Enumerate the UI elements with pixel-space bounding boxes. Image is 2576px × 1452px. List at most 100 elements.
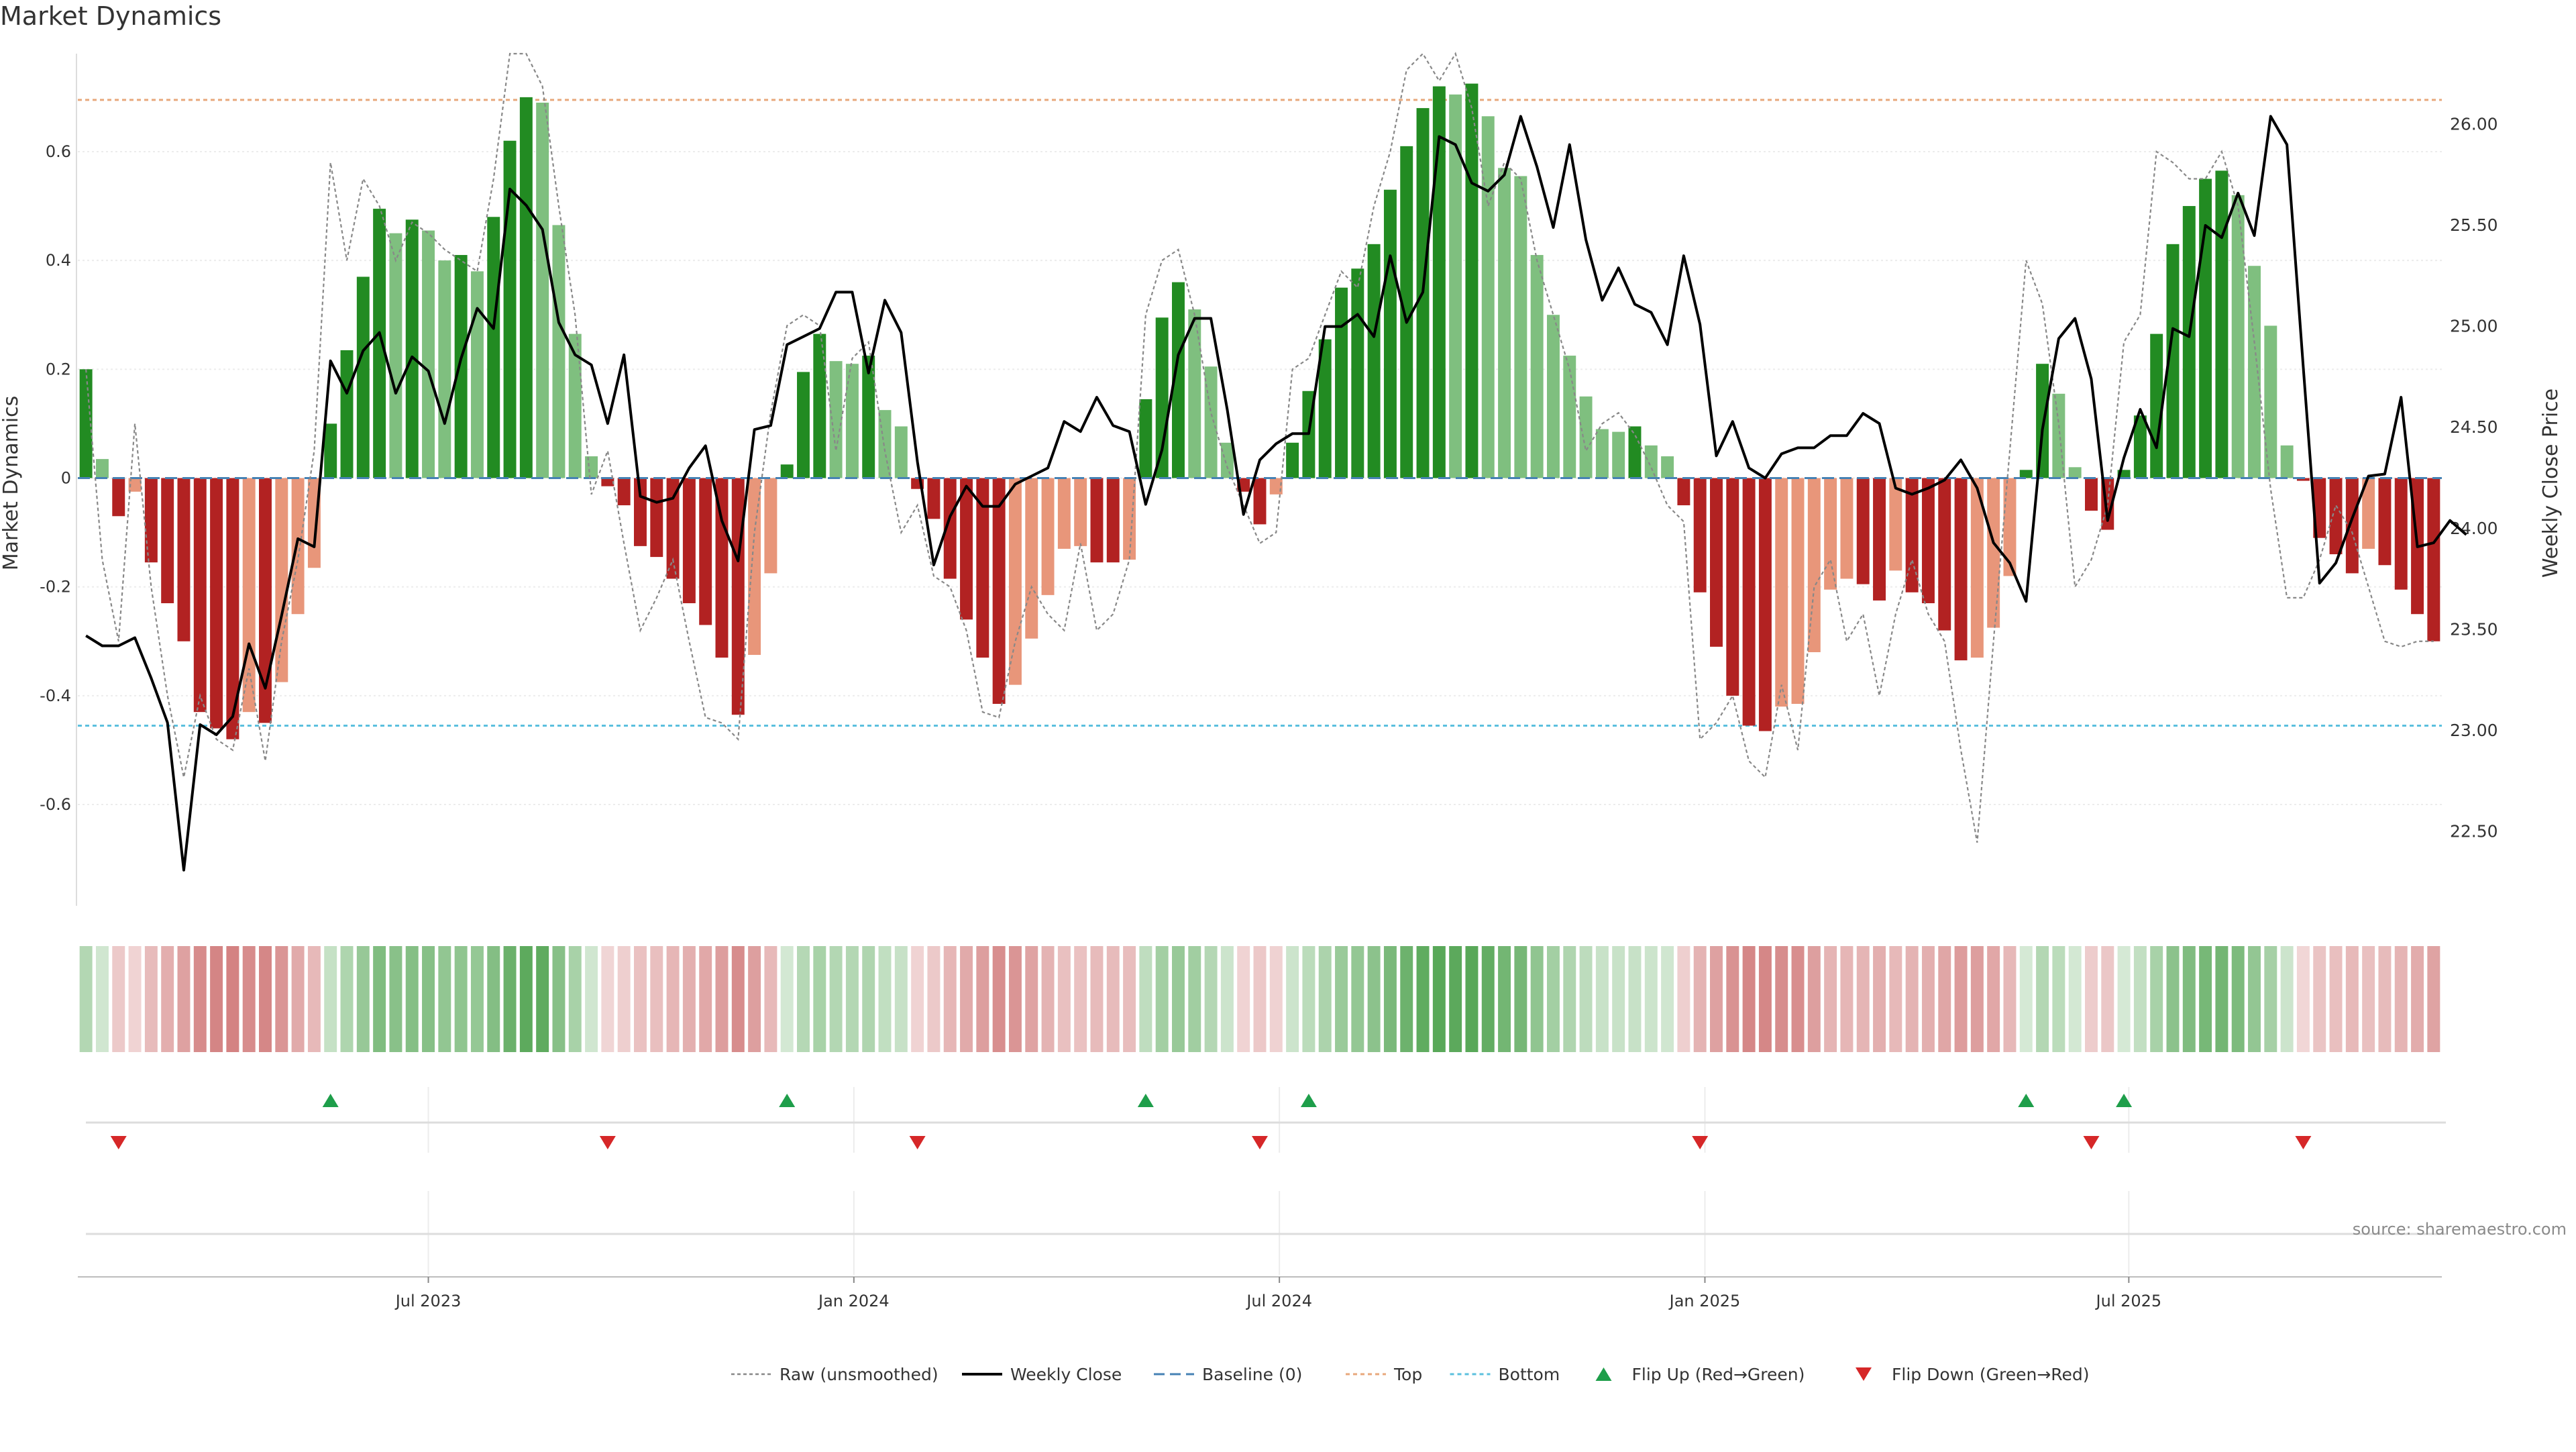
strip-cell: [1367, 946, 1381, 1052]
dynamics-bar: [960, 478, 973, 620]
dynamics-bar: [1253, 478, 1267, 525]
strip-cell: [1873, 946, 1886, 1052]
strip-cell: [1074, 946, 1087, 1052]
strip-cell: [2019, 946, 2033, 1052]
y-right-tick-label: 23.50: [2450, 619, 2498, 639]
strip-cell: [2394, 946, 2408, 1052]
dynamics-bar: [1351, 268, 1364, 478]
source-note: source: sharemaestro.com: [2352, 1220, 2567, 1239]
dynamics-bar: [324, 423, 337, 478]
dynamics-bar: [2166, 244, 2180, 478]
strip-cell: [911, 946, 924, 1052]
flip-up-marker: [2116, 1094, 2133, 1107]
dynamics-bar: [2052, 393, 2065, 478]
dynamics-bar: [1465, 83, 1479, 478]
strip-cell: [177, 946, 191, 1052]
strip-cell: [2313, 946, 2326, 1052]
dynamics-bar: [992, 478, 1006, 705]
strip-cell: [1465, 946, 1479, 1052]
strip-cell: [259, 946, 272, 1052]
strip-cell: [1123, 946, 1136, 1052]
strip-cell: [438, 946, 451, 1052]
strip-cell: [976, 946, 989, 1052]
strip-cell: [536, 946, 549, 1052]
dynamics-bar: [1726, 478, 1739, 696]
dynamics-bar: [2248, 266, 2261, 478]
dynamics-bar: [666, 478, 680, 579]
dynamics-bar: [1041, 478, 1055, 595]
strip-cell: [1335, 946, 1348, 1052]
strip-cell: [470, 946, 484, 1052]
strip-cell: [1921, 946, 1935, 1052]
dynamics-bar: [1481, 116, 1495, 478]
dynamics-bar: [2019, 470, 2033, 478]
strip-cell: [389, 946, 402, 1052]
strip-cell: [2215, 946, 2229, 1052]
dynamics-bar: [1057, 478, 1071, 549]
strip-cell: [1710, 946, 1723, 1052]
strip-cell: [79, 946, 93, 1052]
dynamics-bar: [1677, 478, 1690, 506]
strip-cell: [748, 946, 761, 1052]
dynamics-bar: [862, 356, 875, 478]
dynamics-bar: [1644, 445, 1658, 478]
dynamics-bar: [1693, 478, 1707, 592]
strip-cell: [2084, 946, 2098, 1052]
dynamics-bar: [1172, 282, 1185, 478]
dynamics-bar: [1807, 478, 1821, 652]
dynamics-bar: [373, 209, 386, 478]
flip-down-marker: [1692, 1136, 1709, 1149]
legend-swatch-flip-up: [1595, 1367, 1612, 1381]
strip-cell: [1807, 946, 1821, 1052]
strip-cell: [943, 946, 957, 1052]
strip-cell: [226, 946, 239, 1052]
strip-cell: [552, 946, 566, 1052]
dynamics-bar: [1710, 478, 1723, 647]
flip-down-marker: [2295, 1136, 2312, 1149]
dynamics-bar: [1400, 146, 1413, 478]
strip-cell: [1449, 946, 1462, 1052]
strip-cell: [193, 946, 207, 1052]
strip-cell: [829, 946, 843, 1052]
strip-cell: [405, 946, 419, 1052]
strip-cell: [1514, 946, 1527, 1052]
dynamics-bar: [95, 459, 109, 478]
strip-cell: [1106, 946, 1120, 1052]
dynamics-bar: [1432, 86, 1446, 478]
dynamics-bar: [699, 478, 712, 625]
strip-cell: [242, 946, 256, 1052]
x-tick-label: Jan 2025: [1668, 1292, 1741, 1310]
dynamics-bar: [1742, 478, 1756, 726]
dynamics-bar: [2036, 364, 2049, 478]
strip-cell: [1041, 946, 1055, 1052]
dynamics-bar: [780, 464, 794, 478]
strip-cell: [1938, 946, 1951, 1052]
strip-cell: [1742, 946, 1756, 1052]
strip-cell: [1351, 946, 1364, 1052]
dynamics-bar: [2199, 178, 2212, 478]
dynamics-bar: [2068, 467, 2082, 478]
strip-cell: [862, 946, 875, 1052]
strip-cell: [568, 946, 582, 1052]
dynamics-bar: [275, 478, 288, 682]
strip-cell: [95, 946, 109, 1052]
y-right-tick-label: 22.50: [2450, 822, 2498, 841]
legend-label-baseline: Baseline (0): [1202, 1365, 1302, 1384]
strip-cell: [1905, 946, 1919, 1052]
strip-cell: [1889, 946, 1902, 1052]
dynamics-bar: [1791, 478, 1805, 705]
dynamics-bar: [829, 361, 843, 478]
strip-cell: [2329, 946, 2343, 1052]
dynamics-bar: [1938, 478, 1951, 631]
strip-cell: [731, 946, 745, 1052]
legend-label-bottom: Bottom: [1499, 1365, 1560, 1384]
dynamics-bar: [2296, 478, 2310, 481]
dynamics-bar: [748, 478, 761, 656]
strip-cell: [1400, 946, 1413, 1052]
dynamics-bar: [1367, 244, 1381, 478]
dynamics-bar: [2394, 478, 2408, 590]
dynamics-bar: [1106, 478, 1120, 563]
strip-cell: [1481, 946, 1495, 1052]
strip-cell: [340, 946, 354, 1052]
flip-down-marker: [110, 1136, 127, 1149]
